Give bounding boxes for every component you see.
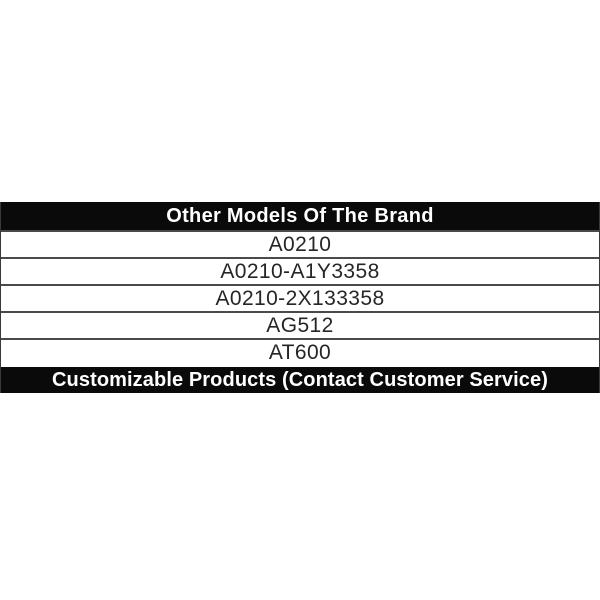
model-row[interactable]: AG512 [1, 313, 599, 340]
models-table: Other Models Of The Brand A0210 A0210-A1Y… [0, 202, 600, 393]
model-row[interactable]: A0210-A1Y3358 [1, 259, 599, 286]
customizable-products-header: Customizable Products (Contact Customer … [1, 367, 599, 393]
model-row[interactable]: A0210-2X133358 [1, 286, 599, 313]
other-models-header: Other Models Of The Brand [1, 202, 599, 230]
model-row[interactable]: A0210 [1, 232, 599, 259]
model-rows: A0210 A0210-A1Y3358 A0210-2X133358 AG512 AT6… [1, 230, 599, 367]
model-row[interactable]: AT600 [1, 340, 599, 367]
